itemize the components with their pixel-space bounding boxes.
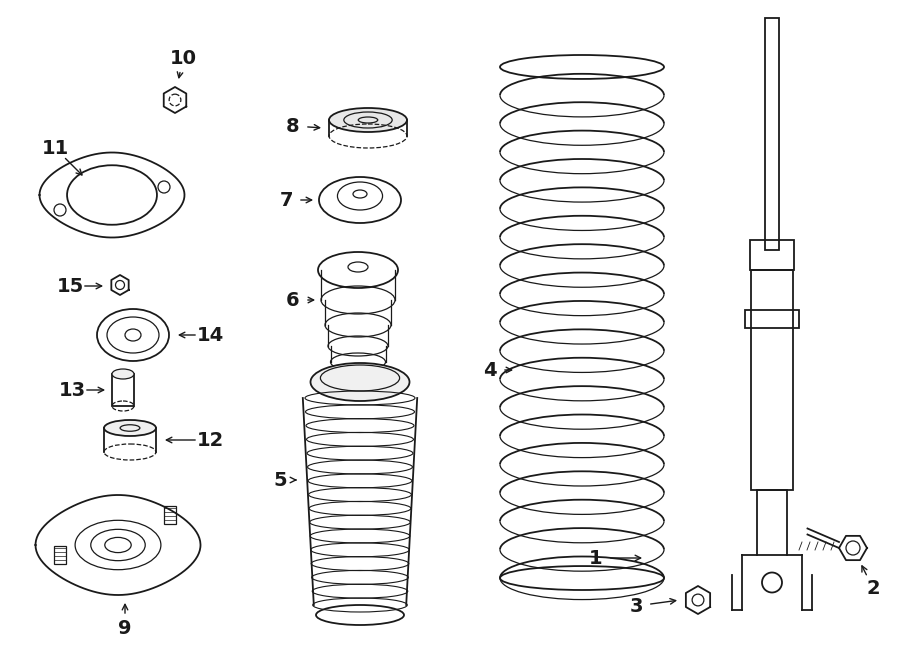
Ellipse shape — [329, 108, 407, 132]
Text: 11: 11 — [41, 138, 68, 158]
Text: 4: 4 — [483, 361, 497, 379]
Ellipse shape — [310, 363, 410, 401]
Text: 7: 7 — [279, 191, 292, 209]
Bar — [164, 506, 176, 524]
Bar — [750, 240, 794, 270]
Text: 12: 12 — [196, 430, 223, 449]
Bar — [112, 374, 134, 406]
Bar — [751, 270, 793, 490]
Text: 9: 9 — [118, 618, 131, 638]
Text: 8: 8 — [286, 117, 300, 136]
Text: 15: 15 — [57, 277, 84, 295]
Text: 10: 10 — [169, 48, 196, 68]
Bar — [757, 490, 787, 555]
Text: 5: 5 — [274, 471, 287, 489]
Text: 1: 1 — [590, 549, 603, 567]
Bar — [54, 546, 66, 564]
Text: 2: 2 — [866, 579, 880, 598]
Text: 13: 13 — [58, 381, 86, 399]
Ellipse shape — [104, 420, 156, 436]
Text: 6: 6 — [286, 291, 300, 310]
Bar — [765, 18, 779, 250]
Bar — [745, 310, 799, 328]
Text: 3: 3 — [629, 596, 643, 616]
Ellipse shape — [112, 369, 134, 379]
Text: 14: 14 — [196, 326, 223, 344]
